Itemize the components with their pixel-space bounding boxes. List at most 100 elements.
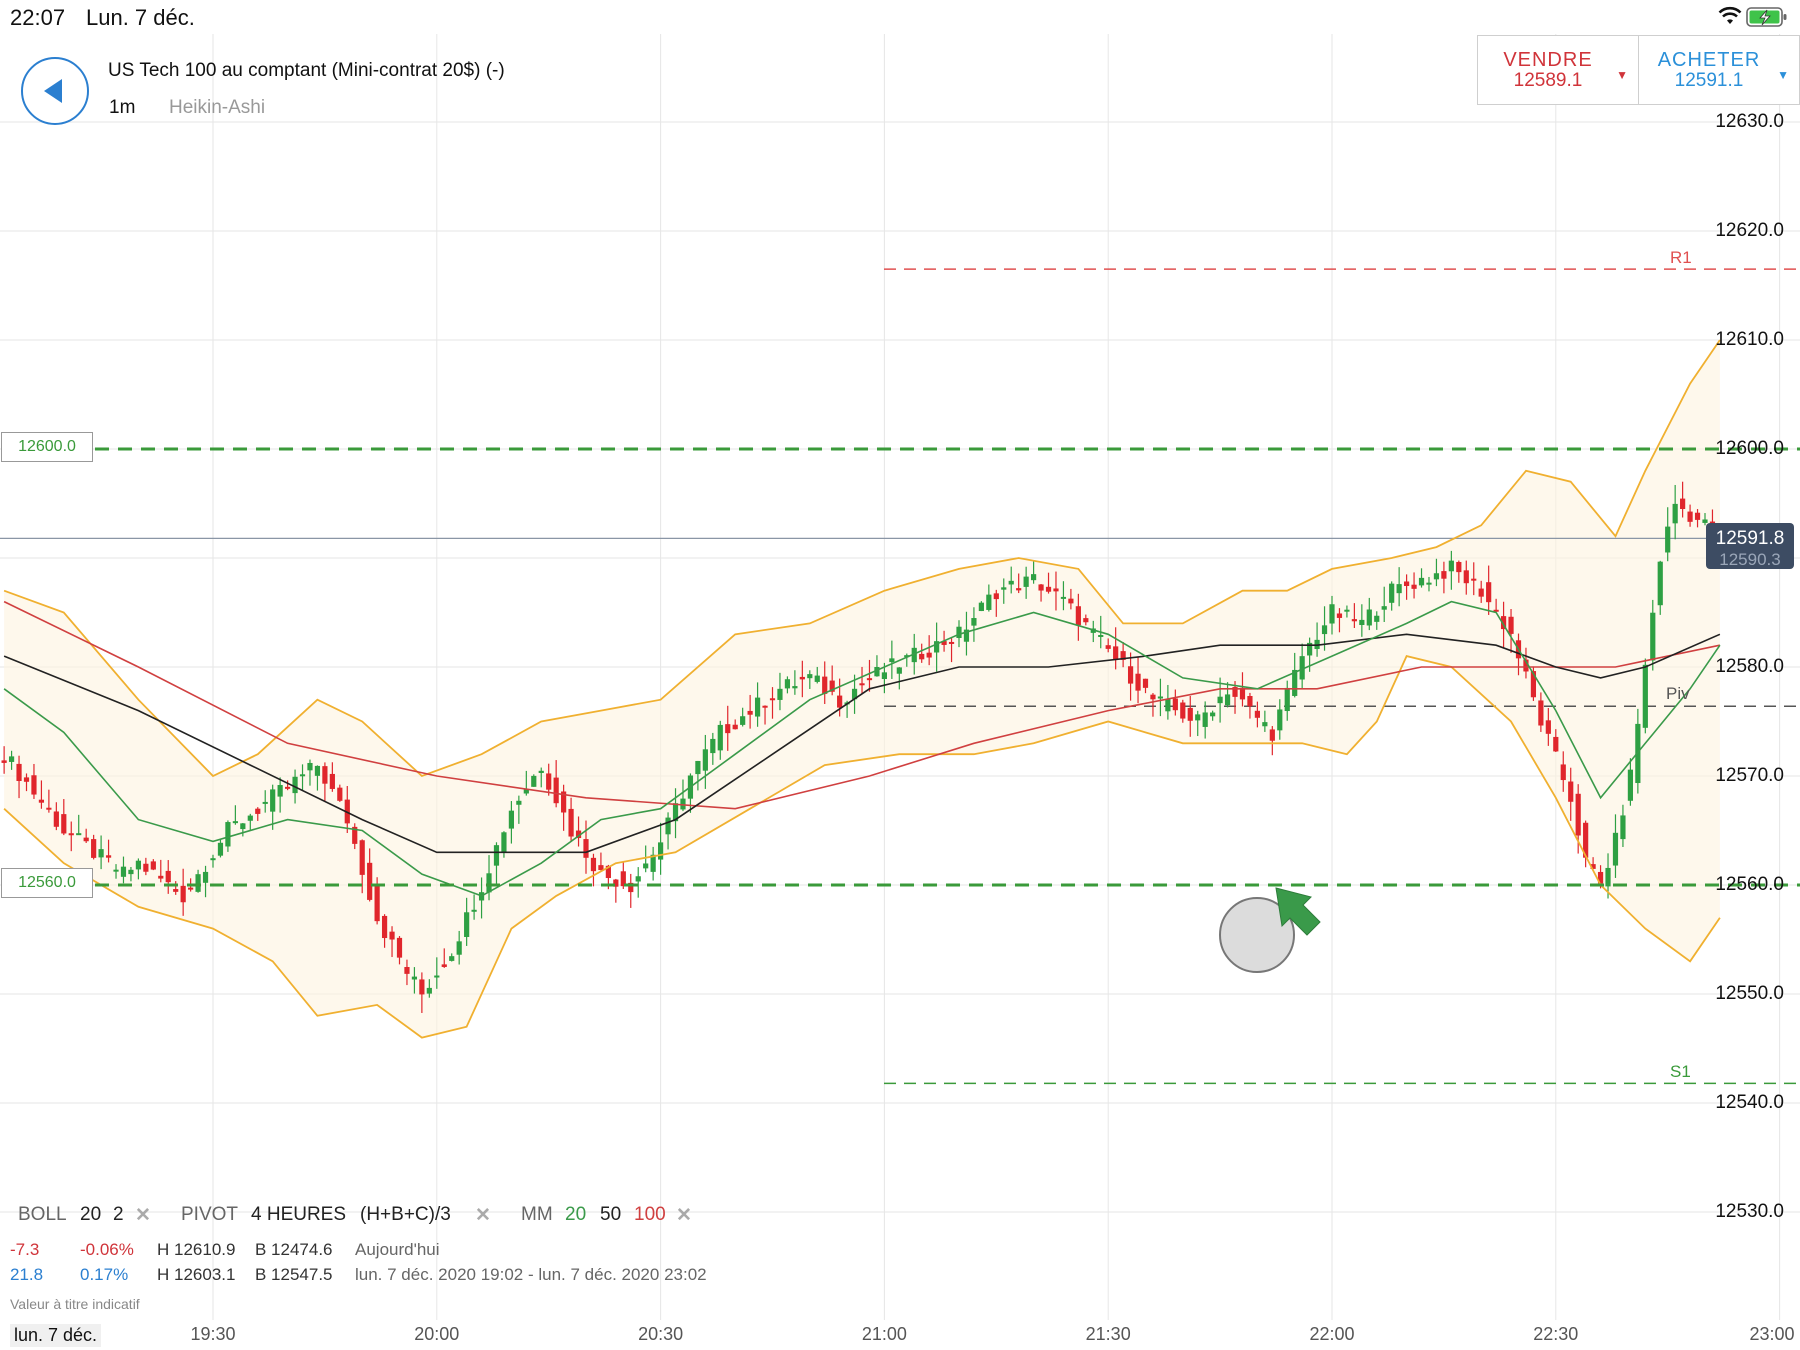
candle-down — [1038, 583, 1044, 602]
candle-up — [1284, 680, 1290, 721]
y-tick-label: 12550.0 — [1715, 983, 1784, 1004]
candle-body — [1269, 729, 1275, 741]
candle-up — [464, 897, 470, 946]
candle-body — [792, 686, 798, 689]
candle-down — [590, 853, 597, 887]
candle-down — [1016, 573, 1022, 594]
candle-up — [777, 672, 783, 711]
candle-body — [1374, 615, 1380, 622]
candle-body — [881, 672, 887, 680]
candle-down — [1553, 729, 1559, 753]
candle-body — [814, 675, 820, 682]
candle-up — [1060, 581, 1067, 611]
candle-body — [1478, 588, 1484, 597]
candle-down — [1471, 562, 1477, 596]
wifi-icon — [1718, 6, 1742, 31]
candle-body — [188, 887, 194, 890]
candle-down — [31, 763, 37, 799]
candle-down — [725, 705, 731, 751]
pivot-name[interactable]: PIVOT — [181, 1204, 239, 1225]
candle-down — [1336, 608, 1343, 633]
candle-body — [486, 873, 492, 893]
candle-down — [1508, 608, 1514, 653]
candle-down — [620, 861, 626, 889]
candle-body — [68, 833, 74, 836]
candle-body — [441, 964, 447, 967]
candle-body — [1508, 616, 1514, 634]
boll-name[interactable]: BOLL — [18, 1204, 67, 1225]
candle-up — [1389, 581, 1395, 611]
pivot-piv-label: Piv — [1666, 684, 1690, 703]
candle-body — [948, 641, 955, 644]
candle-down — [352, 823, 358, 850]
remove-pivot-icon[interactable]: ✕ — [475, 1205, 491, 1226]
candle-body — [180, 885, 186, 903]
chart-type-selector[interactable]: Heikin-Ashi — [169, 97, 266, 118]
candle-up — [1702, 513, 1708, 526]
candle-down — [1486, 565, 1492, 615]
candle-body — [76, 833, 82, 836]
candle-up — [1657, 560, 1663, 615]
candle-up — [299, 764, 306, 791]
candle-body — [874, 667, 880, 677]
remove-boll-icon[interactable]: ✕ — [135, 1205, 151, 1226]
candle-body — [1008, 580, 1014, 585]
candle-up — [516, 795, 522, 824]
y-tick-label: 12600.0 — [1715, 438, 1784, 459]
sell-dropdown-icon: ▼ — [1616, 68, 1628, 82]
candle-body — [672, 803, 679, 822]
candle-up — [1329, 595, 1335, 635]
sell-price: 12589.1 — [1513, 70, 1583, 91]
candle-up — [225, 820, 231, 852]
candle-down — [1538, 692, 1544, 732]
candle-body — [240, 823, 246, 830]
candle-down — [396, 936, 403, 965]
candle-down — [1113, 627, 1119, 670]
sell-button[interactable]: VENDRE 12589.1 ▼ — [1478, 36, 1639, 104]
candle-up — [1321, 606, 1328, 651]
candle-down — [38, 780, 45, 809]
buy-button[interactable]: ACHETER 12591.1 ▼ — [1639, 36, 1799, 104]
candle-body — [1351, 619, 1357, 622]
mm-100: 100 — [634, 1204, 666, 1225]
candle-down — [1687, 504, 1693, 527]
y-tick-label: 12620.0 — [1715, 220, 1784, 241]
candle-body — [381, 915, 388, 939]
candle-body — [396, 937, 403, 958]
candle-up — [1426, 576, 1432, 592]
candle-body — [538, 770, 544, 773]
level-tag-upper[interactable]: 12600.0 — [1, 432, 93, 462]
candle-body — [1389, 583, 1395, 603]
status-time: 22:07 — [10, 5, 66, 30]
candle-down — [919, 643, 925, 663]
candle-body — [1396, 584, 1402, 594]
candle-up — [1262, 710, 1268, 732]
candle-down — [1142, 678, 1149, 694]
candle-body — [1053, 588, 1059, 592]
candle-up — [1448, 550, 1454, 590]
candle-body — [322, 766, 328, 784]
remove-mm-icon[interactable]: ✕ — [676, 1205, 692, 1226]
candle-up — [270, 784, 276, 830]
back-button[interactable] — [21, 57, 89, 125]
candle-up — [1008, 566, 1014, 594]
candle-body — [135, 860, 141, 870]
candle-body — [1083, 618, 1089, 623]
candle-down — [769, 687, 776, 719]
candle-up — [523, 770, 529, 796]
buy-dropdown-icon: ▼ — [1777, 68, 1789, 82]
mm-name[interactable]: MM — [521, 1204, 553, 1225]
candle-body — [158, 875, 164, 879]
candle-up — [8, 750, 15, 770]
candle-body — [314, 765, 321, 776]
timeframe-selector[interactable]: 1m — [109, 97, 136, 118]
level-tag-lower[interactable]: 12560.0 — [1, 868, 93, 898]
candle-down — [329, 762, 335, 792]
candle-down — [1, 746, 7, 774]
candle-up — [493, 842, 500, 886]
candle-body — [128, 869, 134, 875]
mm100-line — [3, 600, 1721, 810]
candle-body — [978, 602, 984, 612]
candle-body — [1538, 700, 1544, 726]
